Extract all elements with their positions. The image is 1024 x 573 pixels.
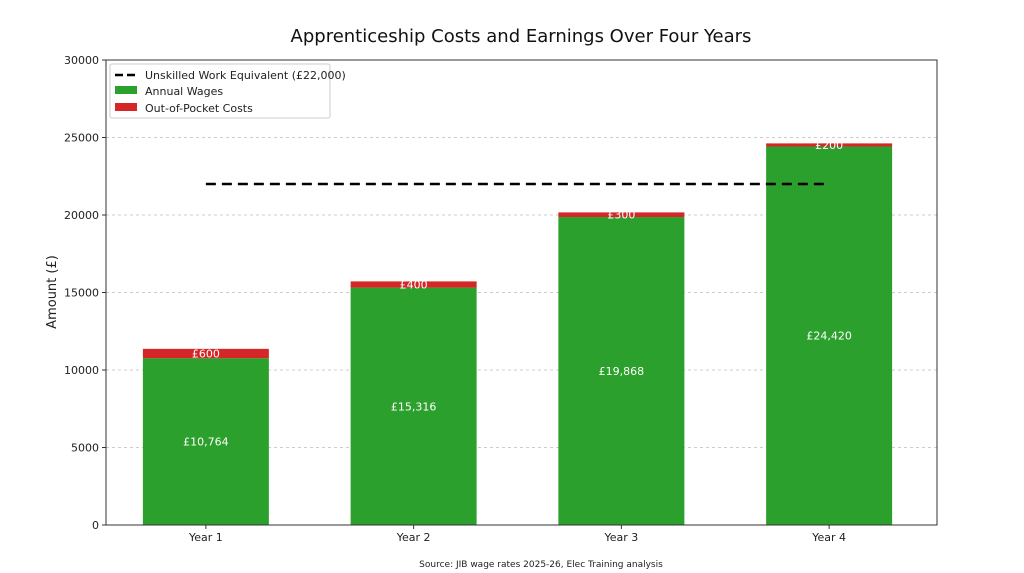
x-tick-label: Year 4 (811, 531, 846, 544)
legend-label-costs: Out-of-Pocket Costs (145, 102, 253, 115)
y-tick-label: 0 (92, 519, 99, 532)
bar-wages (142, 358, 269, 525)
y-tick-label: 30000 (64, 54, 99, 67)
bar-wages (350, 287, 477, 525)
x-tick-label: Year 3 (603, 531, 638, 544)
bar-costs (766, 143, 893, 147)
y-tick-label: 10000 (64, 364, 99, 377)
bar-label-costs: £600 (192, 348, 220, 361)
legend: Unskilled Work Equivalent (£22,000) Annu… (109, 63, 346, 119)
bar-wages (766, 146, 893, 526)
y-tick-label: 25000 (64, 132, 99, 145)
bar-costs (558, 212, 685, 218)
bar-wages (558, 217, 685, 525)
legend-label-wages: Annual Wages (145, 85, 223, 98)
bar-label-costs: £400 (400, 279, 428, 292)
legend-swatch-wages (115, 86, 137, 94)
bar-costs (142, 348, 269, 359)
chart-title: Apprenticeship Costs and Earnings Over F… (291, 26, 752, 47)
y-axis-label: Amount (£) (45, 255, 60, 329)
bar-label-wages: £10,764 (183, 436, 229, 449)
x-tick-label: Year 1 (188, 531, 223, 544)
bar-label-costs: £300 (607, 209, 635, 222)
x-tick-label: Year 2 (396, 531, 431, 544)
y-tick-label: 5000 (71, 442, 99, 455)
source-note: Source: JIB wage rates 2025-26, Elec Tra… (419, 560, 663, 570)
y-tick-label: 15000 (64, 287, 99, 300)
bar-label-wages: £15,316 (391, 400, 437, 413)
bar-label-costs: £200 (815, 139, 843, 152)
legend-box (109, 63, 331, 119)
bar-label-wages: £24,420 (806, 330, 852, 343)
legend-swatch-costs (115, 103, 137, 111)
bar-costs (350, 281, 477, 288)
y-tick-label: 20000 (64, 209, 99, 222)
legend-label-reference: Unskilled Work Equivalent (£22,000) (145, 69, 346, 82)
bar-label-wages: £19,868 (599, 365, 645, 378)
